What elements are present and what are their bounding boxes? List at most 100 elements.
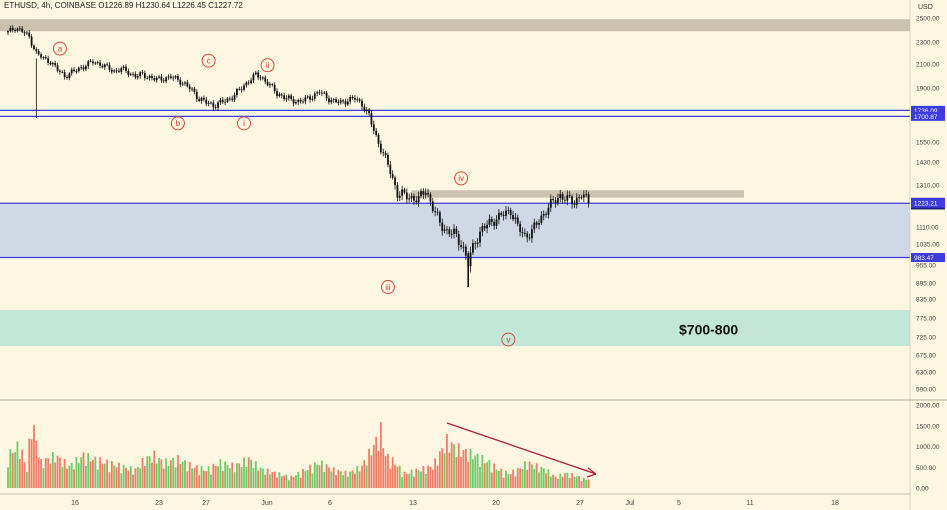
- candle-body: [377, 134, 380, 144]
- x-tick-label: Jul: [626, 500, 635, 507]
- candle-body: [561, 194, 564, 200]
- volume-bar: [493, 463, 496, 488]
- volume-bar: [202, 470, 205, 488]
- target-price-text: $700-800: [679, 321, 738, 337]
- candle-body: [165, 77, 168, 82]
- candle-body: [30, 36, 33, 46]
- candle-body: [42, 57, 45, 58]
- volume-bar: [276, 477, 278, 488]
- candle-body: [73, 69, 75, 71]
- candle-body: [285, 98, 288, 100]
- candle-body: [132, 73, 134, 75]
- x-tick-label: Jun: [261, 500, 272, 507]
- candle-body: [474, 243, 477, 244]
- candle-body: [21, 28, 24, 32]
- candle-body: [424, 192, 427, 195]
- volume-bar: [40, 459, 42, 488]
- candle-body: [49, 62, 52, 65]
- volume-bar: [266, 468, 269, 488]
- wave-label-a: a: [58, 44, 63, 53]
- candle-body: [306, 96, 309, 98]
- candle-body: [136, 76, 139, 78]
- candle-body: [552, 198, 555, 201]
- candle-body: [384, 153, 387, 155]
- candle-body: [14, 30, 16, 31]
- volume-bar: [120, 473, 123, 488]
- volume-bar: [302, 469, 304, 488]
- candle-body: [18, 28, 21, 30]
- candle-body: [526, 233, 529, 238]
- candle-body: [344, 101, 347, 105]
- candle-body: [205, 99, 208, 104]
- candle-body: [110, 69, 113, 72]
- candle-body: [564, 199, 566, 201]
- candle-body: [394, 177, 396, 186]
- candle-body: [141, 72, 144, 74]
- volume-bar: [323, 471, 326, 488]
- volume-bar: [148, 456, 151, 488]
- candle-body: [328, 98, 330, 103]
- volume-bar: [297, 471, 300, 488]
- candle-body: [28, 32, 31, 37]
- volume-bar: [87, 453, 90, 488]
- volume-bar: [89, 461, 92, 488]
- volume-bar: [193, 467, 196, 488]
- y-tick-label: 1550.00: [916, 140, 940, 147]
- candle-body: [330, 99, 333, 103]
- volume-bar: [526, 469, 529, 488]
- volume-bar: [172, 458, 175, 488]
- candle-body: [382, 152, 385, 154]
- candle-body: [488, 218, 491, 225]
- volume-bar: [325, 464, 328, 488]
- volume-bar: [240, 466, 243, 488]
- volume-bar: [33, 424, 35, 488]
- candle-body: [240, 89, 243, 90]
- candle-body: [120, 68, 123, 72]
- candle-body: [68, 73, 71, 78]
- candle-body: [96, 62, 99, 64]
- candle-body: [273, 84, 276, 92]
- candle-body: [356, 99, 359, 101]
- volume-bar: [349, 471, 352, 488]
- volume-bar: [561, 476, 564, 488]
- candle-body: [575, 197, 578, 205]
- volume-bar: [77, 463, 80, 488]
- candle-body: [169, 76, 172, 79]
- volume-bar: [564, 473, 566, 488]
- candle-body: [254, 72, 257, 75]
- candle-body: [507, 210, 510, 211]
- volume-bar: [429, 466, 432, 488]
- candle-body: [89, 61, 92, 63]
- volume-bar: [486, 462, 488, 488]
- volume-bar: [401, 477, 404, 488]
- candle-body: [134, 73, 137, 78]
- candle-body: [160, 76, 163, 81]
- volume-bar: [441, 448, 444, 488]
- volume-bar: [139, 468, 142, 488]
- volume-bar: [370, 455, 373, 488]
- candle-body: [257, 72, 260, 78]
- volume-bar: [316, 464, 319, 488]
- candle-body: [151, 76, 153, 79]
- candle-body: [280, 94, 283, 96]
- candle-body: [11, 27, 14, 31]
- candle-body: [118, 70, 120, 72]
- volume-bar: [377, 450, 380, 488]
- volume-bar: [101, 463, 104, 488]
- candle-body: [318, 92, 321, 94]
- volume-bar: [521, 469, 524, 488]
- volume-bar: [372, 444, 375, 488]
- volume-bar: [540, 466, 543, 488]
- volume-bar: [18, 458, 21, 488]
- y-tick-label: 1110.00: [916, 225, 939, 232]
- volume-bar: [61, 466, 64, 488]
- volume-bar: [344, 470, 347, 488]
- candle-body: [59, 70, 61, 72]
- volume-bar: [575, 476, 578, 488]
- volume-bar: [549, 476, 552, 488]
- candle-body: [113, 70, 116, 72]
- volume-bar: [287, 480, 290, 488]
- candle-body: [502, 214, 505, 216]
- volume-bar: [339, 471, 342, 488]
